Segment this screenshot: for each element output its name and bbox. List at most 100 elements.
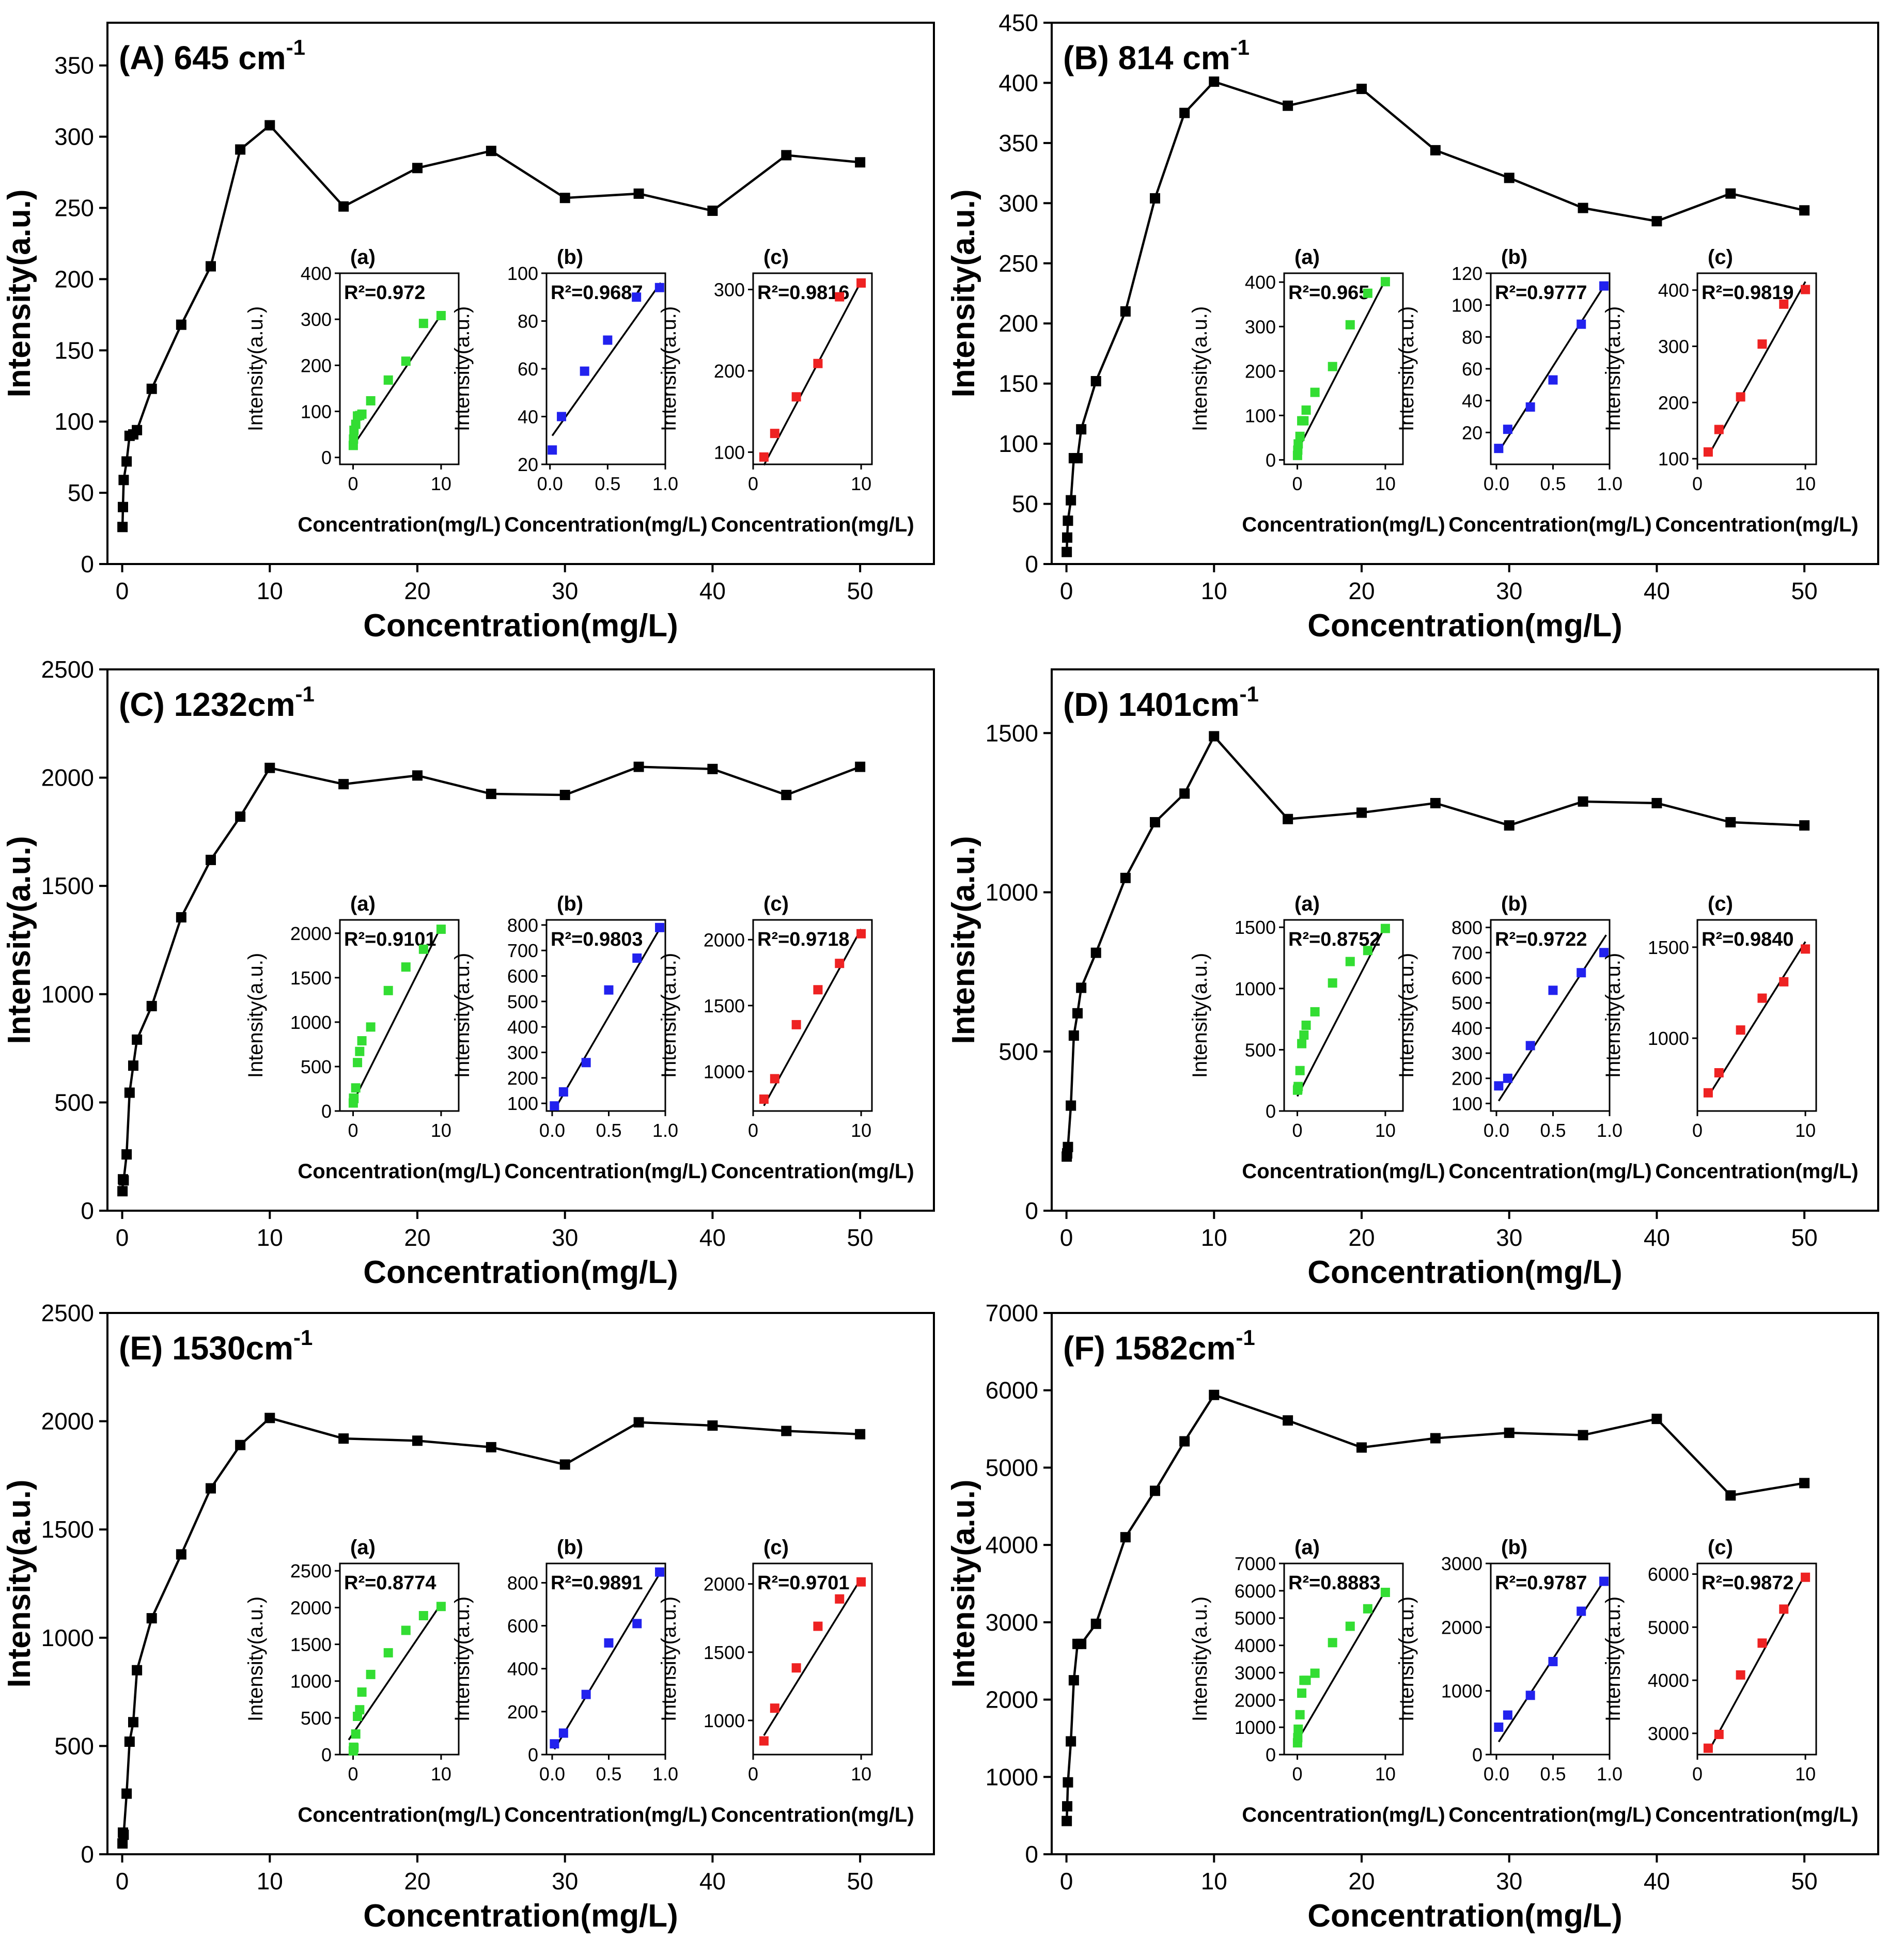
data-point xyxy=(707,763,718,774)
inset-y-tick-label: 100 xyxy=(301,401,332,422)
data-point xyxy=(1120,306,1131,317)
inset-y-tick-label: 200 xyxy=(1658,392,1689,413)
inset-data-point xyxy=(1328,1638,1337,1648)
inset-data-point xyxy=(401,1625,411,1635)
inset-data-point xyxy=(791,392,801,402)
inset-y-tick-label: 5000 xyxy=(1235,1608,1276,1629)
plot-frame xyxy=(106,668,935,1212)
inset-x-tick-label: 0.5 xyxy=(1540,473,1566,494)
inset-x-axis-label: Concentration(mg/L) xyxy=(504,1804,707,1826)
inset-x-tick-label: 0 xyxy=(1292,1120,1303,1141)
inset-x-axis-label: Concentration(mg/L) xyxy=(1655,1160,1858,1183)
inset-y-tick-label: 100 xyxy=(507,263,538,284)
inset-x-tick-label: 10 xyxy=(1795,473,1816,494)
inset-data-point xyxy=(1503,1710,1512,1720)
inset-a: (a) R²=0.965 0 100 200 300 400 0 10 Concentration… xyxy=(1189,246,1445,536)
inset-data-point xyxy=(1301,405,1311,415)
inset-frame xyxy=(1490,1562,1611,1756)
inset-y-axis-label: Intensity(a.u.) xyxy=(658,1597,680,1722)
data-point xyxy=(781,790,792,801)
y-tick-label: 350 xyxy=(54,52,94,79)
inset-data-point xyxy=(856,929,866,938)
inset-y-axis-label: Intensity(a.u.) xyxy=(1395,306,1418,431)
inset-data-point xyxy=(1757,1638,1767,1648)
inset-x-axis-label: Concentration(mg/L) xyxy=(1242,1804,1445,1826)
data-point xyxy=(1120,1532,1131,1543)
x-tick-label: 50 xyxy=(1791,577,1818,604)
inset-data-point xyxy=(1577,1606,1586,1616)
inset-y-tick-label: 80 xyxy=(518,311,538,332)
inset-y-axis-label: Intensity(a.u.) xyxy=(1395,953,1418,1078)
data-point xyxy=(128,1717,138,1728)
inset-x-axis-label: Concentration(mg/L) xyxy=(1242,513,1445,536)
data-point xyxy=(146,1000,157,1011)
inset-y-tick-label: 3000 xyxy=(1441,1553,1482,1574)
inset-x-tick-label: 10 xyxy=(851,1120,871,1141)
inset-x-tick-label: 0 xyxy=(1692,473,1703,494)
y-tick-label: 7000 xyxy=(986,1300,1038,1326)
inset-data-point xyxy=(383,1648,393,1657)
data-point xyxy=(1651,1414,1662,1425)
inset-y-tick-label: 300 xyxy=(1245,316,1276,337)
y-tick-label: 1500 xyxy=(41,1516,94,1543)
data-point xyxy=(206,261,216,272)
y-tick-label: 300 xyxy=(998,190,1038,216)
x-tick-label: 20 xyxy=(1348,577,1375,604)
x-tick-label: 40 xyxy=(1644,1224,1670,1251)
data-point xyxy=(121,1149,132,1160)
inset-y-axis-label: Intensity(a.u.) xyxy=(1395,1597,1418,1722)
data-point xyxy=(206,1483,216,1494)
inset-y-tick-label: 20 xyxy=(518,454,538,475)
inset-y-tick-label: 1000 xyxy=(704,1061,745,1082)
y-tick-label: 1000 xyxy=(986,879,1038,906)
inset-data-point xyxy=(418,319,428,328)
data-point xyxy=(1150,1485,1160,1496)
data-point xyxy=(1430,1433,1441,1444)
y-tick-label: 450 xyxy=(998,9,1038,36)
inset-x-tick-label: 0.0 xyxy=(539,1763,565,1785)
data-point xyxy=(1209,76,1220,87)
inset-data-point xyxy=(550,1101,559,1111)
data-point xyxy=(1283,100,1293,111)
panel-title: (A) 645 cm-1 xyxy=(119,35,305,76)
panel-title: (B) 814 cm-1 xyxy=(1063,35,1250,76)
y-tick-label: 500 xyxy=(54,1732,94,1759)
data-point xyxy=(1651,216,1662,227)
inset-y-tick-label: 600 xyxy=(507,966,538,987)
inset-data-point xyxy=(418,1611,428,1621)
inset-y-tick-label: 60 xyxy=(1462,358,1482,380)
panel-title-text: (C) 1232cm xyxy=(119,686,295,723)
inset-y-tick-label: 100 xyxy=(507,1093,538,1114)
r-squared-label: R²=0.9701 xyxy=(757,1572,850,1594)
panel-title-text: (F) 1582cm xyxy=(1063,1329,1236,1367)
inset-x-axis-label: Concentration(mg/L) xyxy=(1448,513,1651,536)
panel-title-superscript: -1 xyxy=(1240,682,1259,706)
x-tick-label: 30 xyxy=(552,577,578,604)
inset-y-tick-label: 300 xyxy=(714,279,745,300)
inset-y-axis-label: Intensity(a.u.) xyxy=(451,953,474,1078)
y-tick-label: 2500 xyxy=(41,1300,94,1326)
inset-x-tick-label: 0 xyxy=(748,1120,758,1141)
inset-x-tick-label: 0 xyxy=(1292,1763,1303,1785)
inset-y-tick-label: 700 xyxy=(1452,942,1482,963)
inset-x-axis-label: Concentration(mg/L) xyxy=(298,1160,501,1183)
x-tick-label: 50 xyxy=(847,1224,873,1251)
inset-c: (c) R²=0.9701 1000 1500 2000 0 10 Concentration… xyxy=(658,1536,914,1826)
inset-y-tick-label: 500 xyxy=(301,1708,332,1729)
inset-data-point xyxy=(1736,1025,1745,1035)
inset-data-point xyxy=(1599,1576,1609,1586)
data-point xyxy=(1090,376,1101,387)
data-point xyxy=(146,1613,157,1624)
y-tick-label: 0 xyxy=(1025,551,1038,577)
r-squared-label: R²=0.9687 xyxy=(551,282,643,304)
inset-y-tick-label: 4000 xyxy=(1235,1635,1276,1656)
inset-data-point xyxy=(1801,285,1811,294)
data-point xyxy=(412,163,423,174)
r-squared-label: R²=0.8774 xyxy=(344,1572,436,1594)
data-point xyxy=(781,150,792,161)
inset-data-point xyxy=(357,1036,367,1046)
inset-x-tick-label: 0.5 xyxy=(1540,1120,1566,1141)
inset-y-tick-label: 500 xyxy=(1245,1039,1276,1060)
data-point xyxy=(1076,1638,1087,1649)
inset-frame xyxy=(1696,919,1817,1112)
